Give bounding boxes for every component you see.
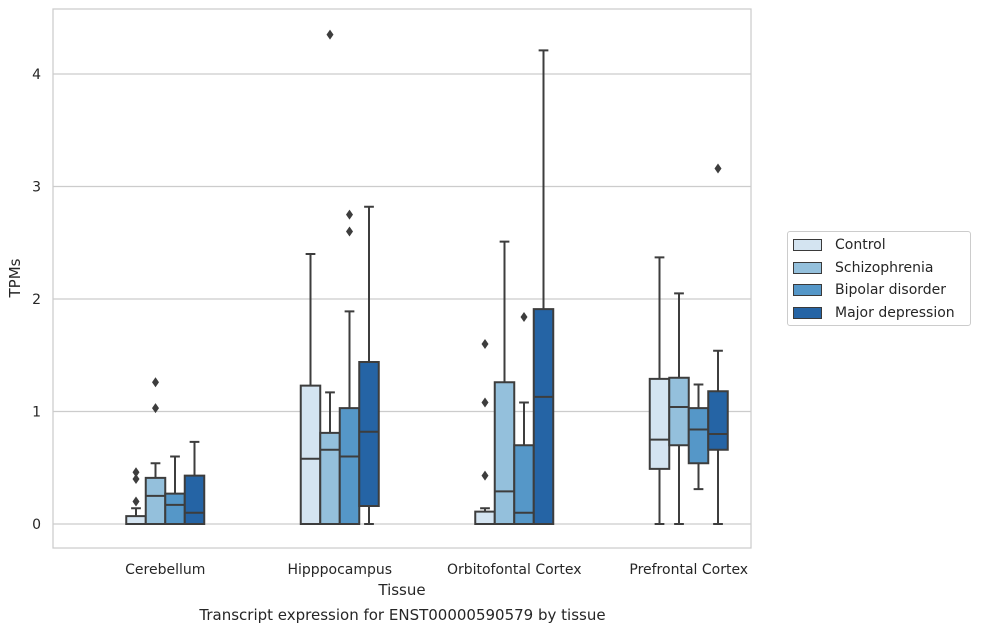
box-cat2-s2 (319, 431, 341, 525)
legend-swatch-bipolar-disorder (793, 284, 822, 296)
box-cat1-s4 (183, 474, 206, 525)
y-tick-label-4: 4 (32, 67, 41, 83)
y-tick-label-1: 1 (32, 405, 41, 421)
outlier-cat1-s2-2 (152, 377, 159, 388)
legend-swatch-schizophrenia (793, 262, 822, 274)
outlier-cat3-s1-1 (481, 470, 489, 481)
outlier-cat2-s3-1 (346, 226, 353, 237)
outlier-cat2-s2-1 (326, 29, 334, 40)
legend-label-schizophrenia: Schizophrenia (835, 260, 934, 276)
legend: Control Schizophrenia Bipolar disorder M… (787, 231, 971, 326)
y-tick-label-2: 2 (32, 292, 41, 308)
plot-frame (52, 8, 752, 549)
legend-swatch-major-depression (793, 307, 822, 319)
y-tick-label-3: 3 (32, 180, 41, 196)
box-cat1-s1 (125, 515, 147, 525)
legend-label-control: Control (835, 237, 886, 253)
box-cat2-s1 (299, 384, 322, 525)
box-cat1-s3 (164, 492, 186, 525)
box-cat4-s4 (707, 390, 729, 451)
outlier-cat3-s1-2 (481, 397, 489, 408)
legend-label-major-depression: Major depression (835, 305, 955, 321)
boxes (125, 29, 729, 525)
legend-item-control: Control (793, 235, 886, 255)
outlier-cat1-s1-2 (132, 474, 140, 484)
outlier-cat4-s4-1 (714, 163, 722, 174)
box-cat3-s4 (532, 308, 555, 525)
x-tick-label-1: Cerebellum (125, 562, 205, 578)
figure-caption: Transcript expression for ENST0000059057… (199, 606, 606, 624)
legend-item-schizophrenia: Schizophrenia (793, 258, 933, 278)
box-cat4-s3 (687, 407, 710, 465)
outlier-cat2-s3-2 (346, 209, 353, 220)
outlier-cat3-s3-1 (520, 312, 528, 322)
x-tick-label-4: Prefrontal Cortex (629, 562, 748, 578)
outlier-cat1-s1-1 (132, 496, 140, 507)
legend-item-major-depression: Major depression (793, 303, 955, 323)
x-tick-label-2: Hipppocampus (287, 562, 392, 578)
outlier-cat3-s1-3 (481, 339, 489, 349)
box-cat3-s1 (474, 510, 496, 525)
y-tick-label-0: 0 (32, 517, 41, 533)
outlier-cat1-s1-3 (132, 467, 140, 478)
x-tick-labels: Cerebellum Hipppocampus Orbitofontal Corte… (125, 562, 748, 578)
box-cat3-s2 (493, 381, 516, 525)
box-cat4-s2 (668, 376, 690, 447)
box-cat2-s3 (338, 407, 361, 525)
box-cat2-s4 (358, 361, 380, 507)
x-tick-label-3: Orbitofontal Cortex (447, 562, 582, 578)
y-tick-labels: 0 1 2 3 4 (32, 67, 41, 533)
gridlines (53, 73, 751, 525)
outlier-cat1-s2-1 (152, 403, 159, 414)
legend-item-bipolar-disorder: Bipolar disorder (793, 280, 946, 300)
box-cat1-s2 (144, 476, 167, 525)
legend-label-bipolar-disorder: Bipolar disorder (835, 282, 947, 298)
legend-swatch-control (793, 239, 822, 251)
x-axis-label: Tissue (377, 581, 425, 599)
y-axis-label: TPMs (6, 258, 24, 298)
box-cat4-s1 (648, 377, 671, 470)
